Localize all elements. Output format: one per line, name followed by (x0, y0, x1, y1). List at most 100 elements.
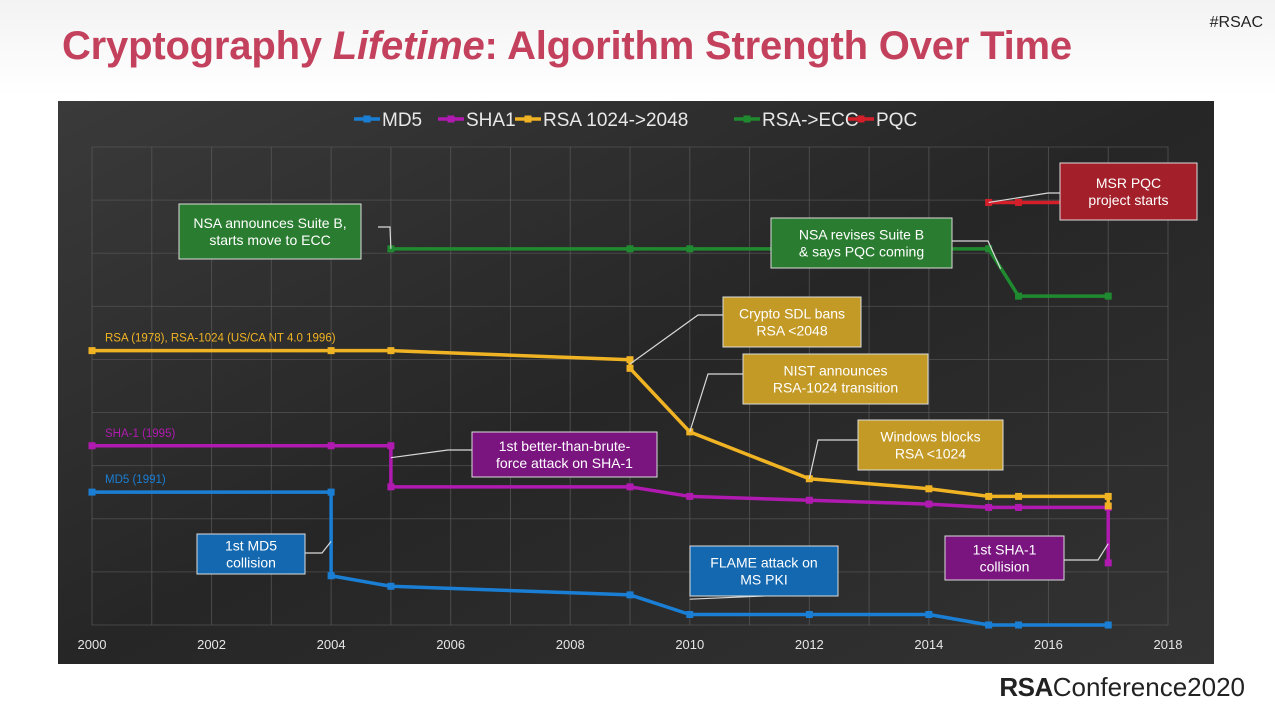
series-point (387, 483, 395, 491)
annotation-leader (1064, 543, 1109, 561)
series-point (1104, 292, 1112, 300)
chart-panel: 2000 2002 2004 2006 2008 2010 2012 2014 2016 2018… (58, 101, 1214, 664)
series-point (1015, 503, 1023, 511)
legend-swatch-marker (857, 115, 865, 123)
annotation-text: MSR PQC (1096, 175, 1161, 191)
series-point (925, 610, 933, 618)
legend-item: SHA1 (438, 110, 516, 131)
chart-svg: 2000 2002 2004 2006 2008 2010 2012 2014 2016 2018… (58, 101, 1214, 664)
annotation-text: RSA-1024 transition (773, 380, 898, 396)
series-point (88, 347, 96, 355)
legend-label: PQC (876, 110, 917, 131)
annotation-text: RSA <1024 (895, 446, 966, 462)
series-point (1104, 502, 1112, 510)
x-tick-label: 2016 (1034, 637, 1063, 652)
annotation-leader (305, 540, 332, 554)
legend-item: RSA 1024->2048 (515, 110, 688, 131)
series-point (1015, 492, 1023, 500)
annotation-text: RSA <2048 (756, 323, 827, 339)
x-tick-label: 2008 (556, 637, 585, 652)
legend-item: MD5 (354, 110, 422, 131)
annotation-sha1-attack: 1st better-than-brute-force attack on SH… (390, 431, 658, 478)
annotation-nsa-suite-b: NSA announces Suite B,starts move to ECC (178, 203, 392, 260)
series-point (1104, 559, 1112, 567)
x-tick-label: 2018 (1154, 637, 1183, 652)
legend-label: SHA1 (466, 110, 516, 131)
legend-label: RSA->ECC (762, 110, 859, 131)
series-point (1015, 198, 1023, 206)
annotation-nsa-revises: NSA revises Suite B& says PQC coming (770, 217, 1002, 270)
annotation-text: collision (226, 555, 276, 571)
annotation-box (770, 217, 953, 269)
series-point (1104, 621, 1112, 629)
series-point (925, 500, 933, 508)
annotation-text: starts move to ECC (209, 232, 330, 248)
annotation-text: Windows blocks (880, 429, 980, 445)
line-label: SHA-1 (1995) (105, 428, 175, 440)
series-point (1015, 621, 1023, 629)
series-point (626, 245, 634, 253)
series-point (327, 347, 335, 355)
annotation-text: NSA announces Suite B, (193, 215, 346, 231)
annotation-text: collision (980, 559, 1030, 575)
footer-brand: RSA (999, 672, 1053, 702)
series-point (1015, 292, 1023, 300)
annotation-leader (629, 314, 723, 365)
legend-item: PQC (848, 110, 917, 131)
series-point (805, 496, 813, 504)
series-point (626, 356, 634, 364)
x-tick-label: 2004 (317, 637, 346, 652)
annotation-text: force attack on SHA-1 (496, 455, 633, 471)
series-point (985, 621, 993, 629)
legend-swatch-marker (363, 115, 371, 123)
annotation-text: 1st better-than-brute- (499, 438, 631, 454)
series-point (327, 488, 335, 496)
footer-logo: RSAConference2020 (999, 672, 1245, 703)
series-point (88, 488, 96, 496)
series-point (925, 485, 933, 493)
x-tick-label: 2002 (197, 637, 226, 652)
annotation-text: 1st MD5 (225, 538, 277, 554)
slide-title: Cryptography Lifetime: Algorithm Strengt… (62, 24, 1072, 69)
series-point (626, 483, 634, 491)
annotation-box (196, 533, 306, 575)
annotation-text: FLAME attack on (710, 555, 817, 571)
series-line (92, 444, 1110, 563)
hashtag-label: #RSAC (1209, 14, 1263, 31)
annotation-leader (808, 439, 858, 479)
legend-swatch-marker (743, 115, 751, 123)
title-part-2: Lifetime (332, 24, 485, 68)
annotation-box (742, 353, 929, 405)
x-tick-label: 2014 (914, 637, 943, 652)
annotation-leader (378, 226, 392, 249)
line-label: RSA (1978), RSA-1024 (US/CA NT 4.0 1996) (105, 333, 336, 345)
annotation-box (471, 431, 658, 478)
annotation-text: NSA revises Suite B (799, 227, 924, 243)
header-background (0, 0, 1275, 95)
annotation-box (944, 535, 1065, 581)
annotation-leader (988, 192, 1060, 204)
series-point (387, 347, 395, 355)
legend-label: MD5 (382, 110, 422, 131)
annotation-text: MS PKI (740, 572, 787, 588)
annotation-box (689, 545, 839, 597)
annotation-box (1059, 162, 1198, 221)
series-point (327, 442, 335, 450)
series-point (686, 610, 694, 618)
title-part-3: : Algorithm Strength Over Time (484, 24, 1073, 68)
series-point (387, 442, 395, 450)
annotation-leader (390, 449, 472, 459)
series-point (805, 610, 813, 618)
series-point (88, 442, 96, 450)
series-point (985, 503, 993, 511)
series-point (985, 492, 993, 500)
title-part-1: Cryptography (62, 24, 333, 68)
legend-swatch-marker (447, 115, 455, 123)
series-point (686, 492, 694, 500)
